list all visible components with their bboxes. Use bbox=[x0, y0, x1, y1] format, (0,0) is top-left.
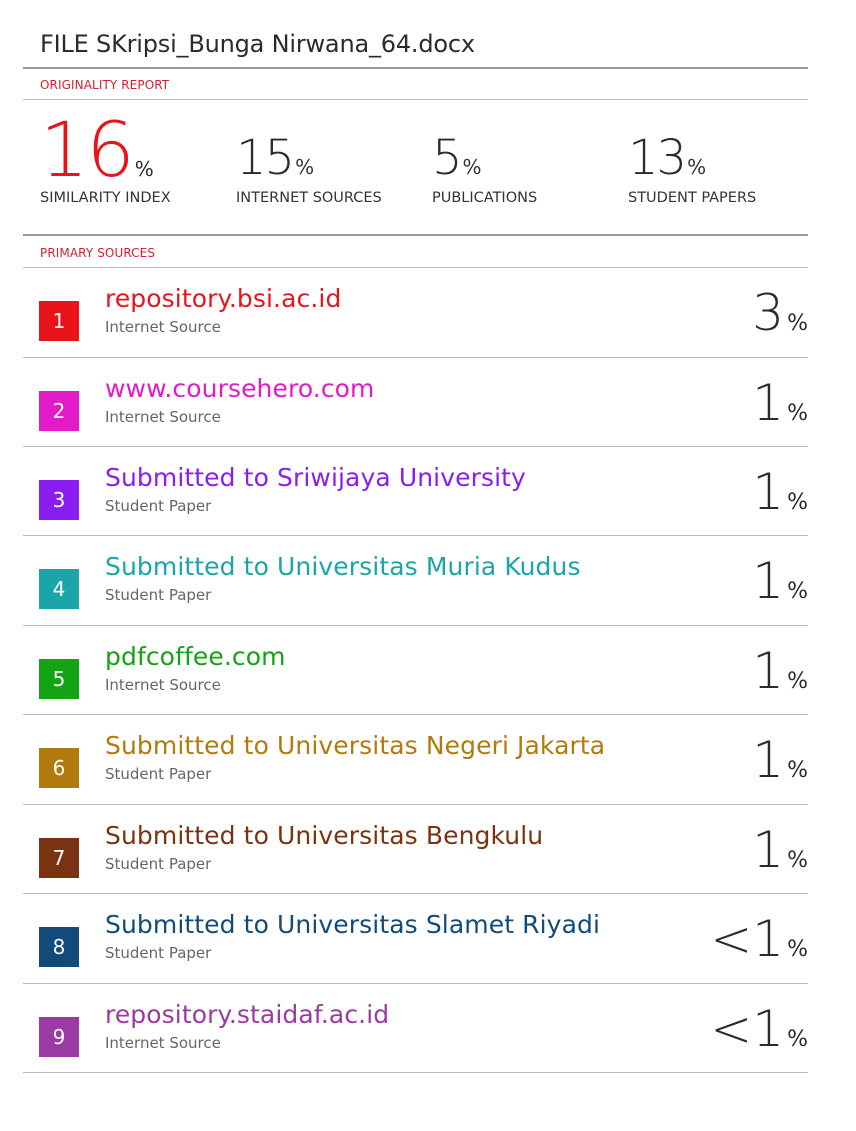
match-value: 3 bbox=[752, 284, 785, 342]
source-match-percentage: <1% bbox=[710, 1004, 808, 1054]
document-title: FILE SKripsi_Bunga Nirwana_64.docx bbox=[40, 30, 475, 58]
source-row: 8 Submitted to Universitas Slamet Riyadi… bbox=[23, 894, 808, 983]
match-unit: % bbox=[787, 669, 808, 694]
match-value: <1 bbox=[710, 1000, 785, 1058]
source-type: Student Paper bbox=[105, 944, 212, 962]
source-type: Internet Source bbox=[105, 1034, 221, 1052]
source-row: 9 repository.staidaf.ac.id Internet Sour… bbox=[23, 984, 808, 1073]
source-divider bbox=[23, 714, 808, 715]
rank-badge: 3 bbox=[39, 480, 79, 520]
source-match-percentage: 1% bbox=[752, 467, 808, 517]
originality-report-divider bbox=[23, 99, 808, 100]
source-divider bbox=[23, 357, 808, 358]
student-papers-value: 13% bbox=[628, 134, 706, 182]
rank-badge: 2 bbox=[39, 391, 79, 431]
source-name: Submitted to Universitas Slamet Riyadi bbox=[105, 910, 600, 939]
source-match-percentage: 1% bbox=[752, 735, 808, 785]
student-papers-number: 13 bbox=[628, 130, 687, 186]
source-match-percentage: 3% bbox=[752, 288, 808, 338]
student-papers-unit: % bbox=[687, 155, 707, 179]
rank-badge: 8 bbox=[39, 927, 79, 967]
source-type: Student Paper bbox=[105, 765, 212, 783]
publications-label: PUBLICATIONS bbox=[432, 190, 538, 206]
similarity-index-value: 16% bbox=[40, 112, 154, 188]
match-unit: % bbox=[787, 579, 808, 604]
rank-badge: 5 bbox=[39, 659, 79, 699]
rank-badge: 4 bbox=[39, 569, 79, 609]
rank-badge: 7 bbox=[39, 838, 79, 878]
source-divider bbox=[23, 446, 808, 447]
source-match-percentage: <1% bbox=[710, 914, 808, 964]
internet-sources-label: INTERNET SOURCES bbox=[236, 190, 382, 206]
rank-badge: 9 bbox=[39, 1017, 79, 1057]
source-row: 6 Submitted to Universitas Negeri Jakart… bbox=[23, 715, 808, 804]
similarity-index-label: SIMILARITY INDEX bbox=[40, 190, 171, 206]
source-type: Internet Source bbox=[105, 676, 221, 694]
internet-sources-number: 15 bbox=[236, 130, 295, 186]
match-unit: % bbox=[787, 758, 808, 783]
source-match-percentage: 1% bbox=[752, 556, 808, 606]
match-value: 1 bbox=[752, 374, 785, 432]
source-type: Student Paper bbox=[105, 586, 212, 604]
source-divider bbox=[23, 535, 808, 536]
stats-divider bbox=[23, 234, 808, 236]
source-name: repository.staidaf.ac.id bbox=[105, 1000, 390, 1029]
source-match-percentage: 1% bbox=[752, 646, 808, 696]
source-type: Internet Source bbox=[105, 408, 221, 426]
source-name: pdfcoffee.com bbox=[105, 642, 286, 671]
source-divider bbox=[23, 983, 808, 984]
publications-unit: % bbox=[462, 155, 482, 179]
primary-sources-divider bbox=[23, 267, 808, 268]
source-row: 2 www.coursehero.com Internet Source 1% bbox=[23, 358, 808, 447]
rank-badge: 6 bbox=[39, 748, 79, 788]
source-row: 3 Submitted to Sriwijaya University Stud… bbox=[23, 447, 808, 536]
source-row: 4 Submitted to Universitas Muria Kudus S… bbox=[23, 536, 808, 625]
originality-report-label: ORIGINALITY REPORT bbox=[40, 78, 170, 92]
match-value: 1 bbox=[752, 552, 785, 610]
match-unit: % bbox=[787, 848, 808, 873]
match-value: 1 bbox=[752, 463, 785, 521]
match-unit: % bbox=[787, 1027, 808, 1052]
match-value: 1 bbox=[752, 821, 785, 879]
publications-number: 5 bbox=[432, 130, 463, 186]
internet-sources-value: 15% bbox=[236, 134, 314, 182]
match-unit: % bbox=[787, 311, 808, 336]
source-row: 1 repository.bsi.ac.id Internet Source 3… bbox=[23, 268, 808, 357]
source-type: Student Paper bbox=[105, 855, 212, 873]
match-unit: % bbox=[787, 490, 808, 515]
internet-sources-unit: % bbox=[295, 155, 315, 179]
source-name: repository.bsi.ac.id bbox=[105, 284, 342, 313]
match-value: 1 bbox=[752, 731, 785, 789]
source-row: 7 Submitted to Universitas Bengkulu Stud… bbox=[23, 805, 808, 894]
source-divider bbox=[23, 804, 808, 805]
match-unit: % bbox=[787, 937, 808, 962]
match-value: 1 bbox=[752, 642, 785, 700]
similarity-index-unit: % bbox=[134, 157, 154, 181]
source-type: Internet Source bbox=[105, 318, 221, 336]
source-name: www.coursehero.com bbox=[105, 374, 375, 403]
primary-sources-label: PRIMARY SOURCES bbox=[40, 246, 156, 260]
source-name: Submitted to Universitas Bengkulu bbox=[105, 821, 544, 850]
title-divider bbox=[23, 67, 808, 69]
source-divider bbox=[23, 625, 808, 626]
student-papers-label: STUDENT PAPERS bbox=[628, 190, 757, 206]
match-value: <1 bbox=[710, 910, 785, 968]
publications-value: 5% bbox=[432, 134, 482, 182]
source-match-percentage: 1% bbox=[752, 825, 808, 875]
source-divider bbox=[23, 1072, 808, 1073]
source-name: Submitted to Universitas Muria Kudus bbox=[105, 552, 581, 581]
rank-badge: 1 bbox=[39, 301, 79, 341]
source-type: Student Paper bbox=[105, 497, 212, 515]
match-unit: % bbox=[787, 401, 808, 426]
source-name: Submitted to Sriwijaya University bbox=[105, 463, 526, 492]
source-divider bbox=[23, 893, 808, 894]
source-name: Submitted to Universitas Negeri Jakarta bbox=[105, 731, 606, 760]
source-row: 5 pdfcoffee.com Internet Source 1% bbox=[23, 626, 808, 715]
source-match-percentage: 1% bbox=[752, 378, 808, 428]
similarity-index-number: 16 bbox=[40, 105, 135, 194]
